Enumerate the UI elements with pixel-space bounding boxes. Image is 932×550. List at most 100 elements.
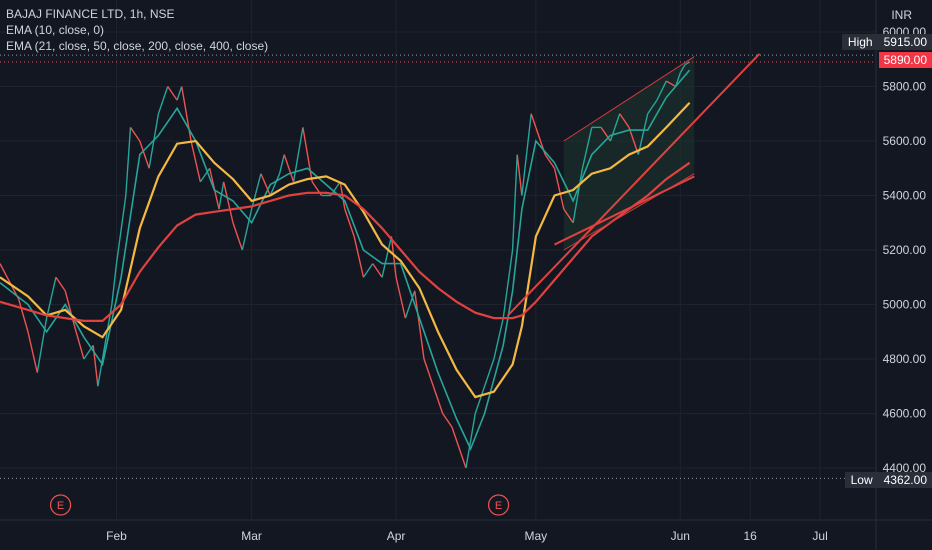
price-segment — [465, 413, 476, 469]
price-segment — [600, 126, 611, 142]
earnings-event-label: E — [57, 500, 64, 512]
y-tick-label: 5000.00 — [883, 298, 927, 312]
price-axis-panel — [876, 0, 932, 550]
x-tick-label: May — [525, 529, 548, 543]
price-segment — [442, 413, 453, 428]
price-segment — [176, 86, 183, 101]
price-segment — [45, 277, 57, 319]
price-segment — [250, 173, 262, 210]
price-segment — [395, 277, 407, 319]
ema-50-line — [0, 102, 691, 399]
price-segment — [423, 358, 435, 387]
price-segment — [260, 173, 271, 196]
price-segment — [139, 140, 150, 169]
price-segment — [222, 181, 234, 223]
price-segment — [190, 140, 202, 183]
price-segment — [502, 249, 514, 319]
price-segment — [460, 454, 467, 469]
price-segment — [283, 154, 295, 183]
price-segment — [656, 80, 667, 101]
high-marker: High 5915.00 — [841, 34, 932, 50]
price-segment — [115, 195, 127, 264]
earnings-event-icon — [487, 494, 510, 516]
price-segment — [572, 168, 584, 223]
price-segment — [27, 331, 38, 373]
price-segment — [516, 154, 523, 196]
price-segment — [381, 236, 393, 278]
x-tick-label: 16 — [744, 529, 758, 543]
y-tick-label: 5200.00 — [883, 243, 927, 257]
price-segment — [269, 173, 281, 196]
grid — [0, 0, 876, 520]
price-segment — [362, 263, 374, 278]
high-label: High — [841, 34, 879, 50]
price-segment — [619, 113, 630, 128]
trend-drawings[interactable] — [507, 53, 761, 317]
price-segment — [581, 127, 593, 169]
low-marker: Low 4362.00 — [844, 472, 932, 488]
indicator-ema-10[interactable]: EMA (10, close, 0) — [6, 23, 105, 37]
price-line — [0, 61, 690, 469]
price-segment — [232, 222, 243, 251]
price-segment — [414, 290, 425, 360]
price-segment — [302, 127, 313, 182]
price-segment — [674, 72, 681, 87]
price-segment — [511, 154, 518, 251]
low-value: 4362.00 — [878, 472, 932, 488]
price-segment — [73, 326, 85, 360]
currency-label[interactable]: INR — [891, 8, 912, 22]
price-segment — [665, 80, 676, 88]
price-segment — [129, 126, 141, 142]
low-label: Low — [844, 472, 879, 488]
price-segment — [278, 154, 285, 174]
x-tick-label: Apr — [387, 529, 406, 543]
price-segment — [167, 86, 178, 101]
x-tick-label: Feb — [106, 529, 127, 543]
earnings-event-icon — [49, 494, 72, 516]
indicator-ema-multi[interactable]: EMA (21, close, 50, close, 200, close, 4… — [6, 39, 269, 53]
price-segment — [553, 168, 565, 210]
earnings-event-label: E — [495, 500, 502, 512]
channel-upper-line — [563, 56, 695, 142]
price-segment — [218, 181, 225, 210]
price-segment — [344, 208, 355, 237]
price-segment — [157, 86, 169, 114]
price-segment — [292, 127, 304, 182]
price-segment — [451, 426, 462, 455]
price-segment — [483, 358, 495, 387]
price-segment — [64, 290, 76, 327]
trendline-secondary — [554, 175, 695, 246]
price-segment — [544, 154, 556, 169]
price-segment — [563, 208, 574, 224]
price-segment — [372, 263, 383, 278]
price-segment — [181, 86, 192, 142]
y-tick-label: 4600.00 — [883, 407, 927, 421]
symbol-title[interactable]: BAJAJ FINANCE LTD, 1h, NSE — [6, 7, 175, 21]
y-tick-label: 5400.00 — [883, 189, 927, 203]
x-tick-label: Jun — [671, 529, 690, 543]
price-segment — [36, 318, 48, 373]
y-tick-label: 4400.00 — [883, 461, 927, 475]
price-segment — [199, 167, 211, 183]
price-segment — [390, 236, 397, 278]
price-segment — [404, 290, 416, 319]
price-segment — [97, 304, 113, 387]
price-segment — [637, 113, 649, 155]
price-segment — [493, 317, 504, 360]
price-segment — [432, 386, 444, 414]
ema-10-line — [0, 69, 691, 451]
price-segment — [679, 64, 686, 74]
y-tick-label: 5800.00 — [883, 80, 927, 94]
price-segment — [111, 263, 118, 305]
y-tick-label: 4800.00 — [883, 352, 927, 366]
x-tick-label: Jul — [812, 529, 827, 543]
ema-200-line — [0, 161, 691, 322]
high-value: 5915.00 — [878, 34, 932, 50]
price-segment — [474, 386, 486, 414]
price-segment — [0, 263, 20, 300]
price-segment — [609, 113, 621, 142]
